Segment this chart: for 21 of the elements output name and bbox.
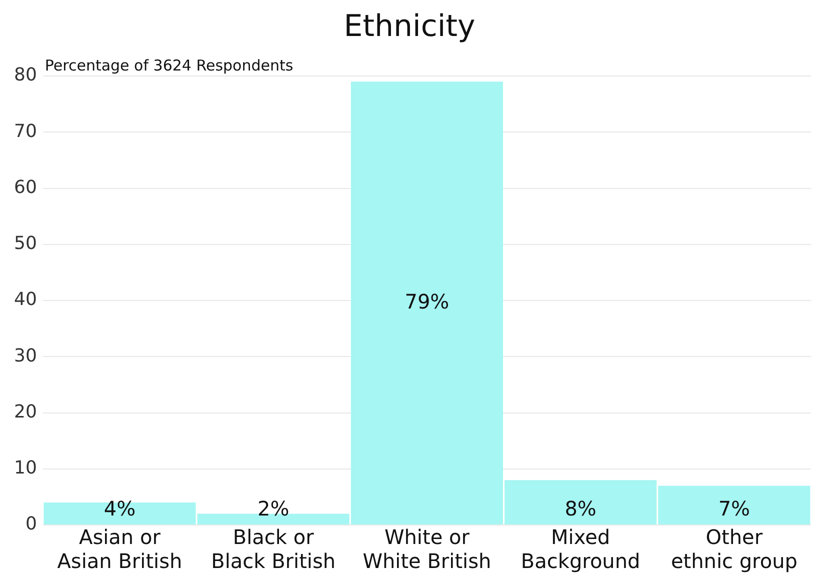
y-tick-label: 80 <box>14 64 37 86</box>
y-axis-title: Percentage of 3624 Respondents <box>44 56 294 74</box>
data-label: 8% <box>564 496 596 521</box>
data-label: 79% <box>404 289 450 314</box>
y-tick-label: 50 <box>14 233 37 254</box>
y-tick-label: 30 <box>14 345 37 366</box>
y-tick-label: 40 <box>14 289 37 310</box>
x-tick-label: Asian or Asian British <box>57 525 182 574</box>
x-tick-label: Mixed Background <box>520 525 640 574</box>
y-tick-label: 10 <box>14 458 37 479</box>
y-tick-label: 60 <box>14 176 37 198</box>
y-tick-label: 20 <box>14 401 37 422</box>
y-tick-label: 70 <box>14 120 37 142</box>
x-tick-label: Black or Black British <box>211 525 336 574</box>
x-tick-label: Other ethnic group <box>670 525 798 574</box>
data-label: 7% <box>718 496 750 521</box>
x-tick-label: White or White British <box>362 525 492 574</box>
data-label: 4% <box>104 496 136 521</box>
chart-title: Ethnicity <box>344 8 476 44</box>
data-label: 2% <box>257 496 290 521</box>
y-tick-label: 0 <box>25 514 37 535</box>
